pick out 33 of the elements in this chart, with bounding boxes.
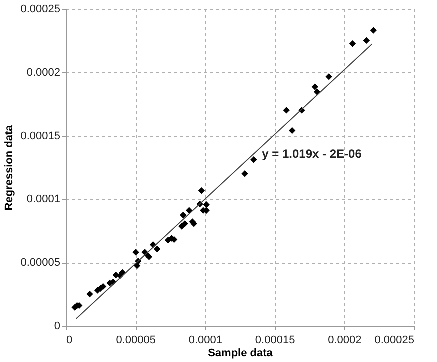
point: [370, 27, 377, 34]
point: [283, 107, 290, 114]
point: [288, 127, 296, 134]
point: [182, 220, 188, 228]
point: [186, 207, 193, 214]
point: [363, 37, 370, 44]
y-tick-label: 0.00005: [20, 257, 60, 270]
y-tick-label: 0.00025: [20, 4, 60, 16]
x-tick-label: 0.0001: [188, 334, 223, 346]
point: [154, 246, 161, 253]
y-tick-label: 0.0001: [26, 194, 60, 206]
x-tick-label: 0.00015: [255, 334, 296, 346]
x-tick-label: 0.0002: [328, 334, 362, 346]
x-tick-label: 0.00025: [374, 334, 414, 346]
point: [242, 170, 248, 178]
point: [312, 84, 319, 90]
point: [314, 88, 321, 96]
x-axis-title: Sample data: [208, 348, 274, 360]
point: [326, 73, 332, 80]
point: [349, 40, 356, 48]
point: [132, 249, 140, 256]
point: [198, 187, 206, 194]
x-tick-label: 0.00005: [116, 334, 156, 346]
point: [250, 156, 258, 164]
y-axis-title: Regression data: [4, 124, 16, 211]
y-tick-label: 0.0002: [26, 66, 60, 79]
point: [86, 290, 94, 298]
point: [180, 212, 187, 219]
x-tick-label: 0: [66, 334, 73, 346]
y-tick-label: 0: [54, 320, 60, 332]
point: [203, 202, 210, 208]
annotation: y = 1.019x - 2E-06: [262, 147, 362, 161]
y-tick-label: 0.00015: [20, 130, 60, 142]
